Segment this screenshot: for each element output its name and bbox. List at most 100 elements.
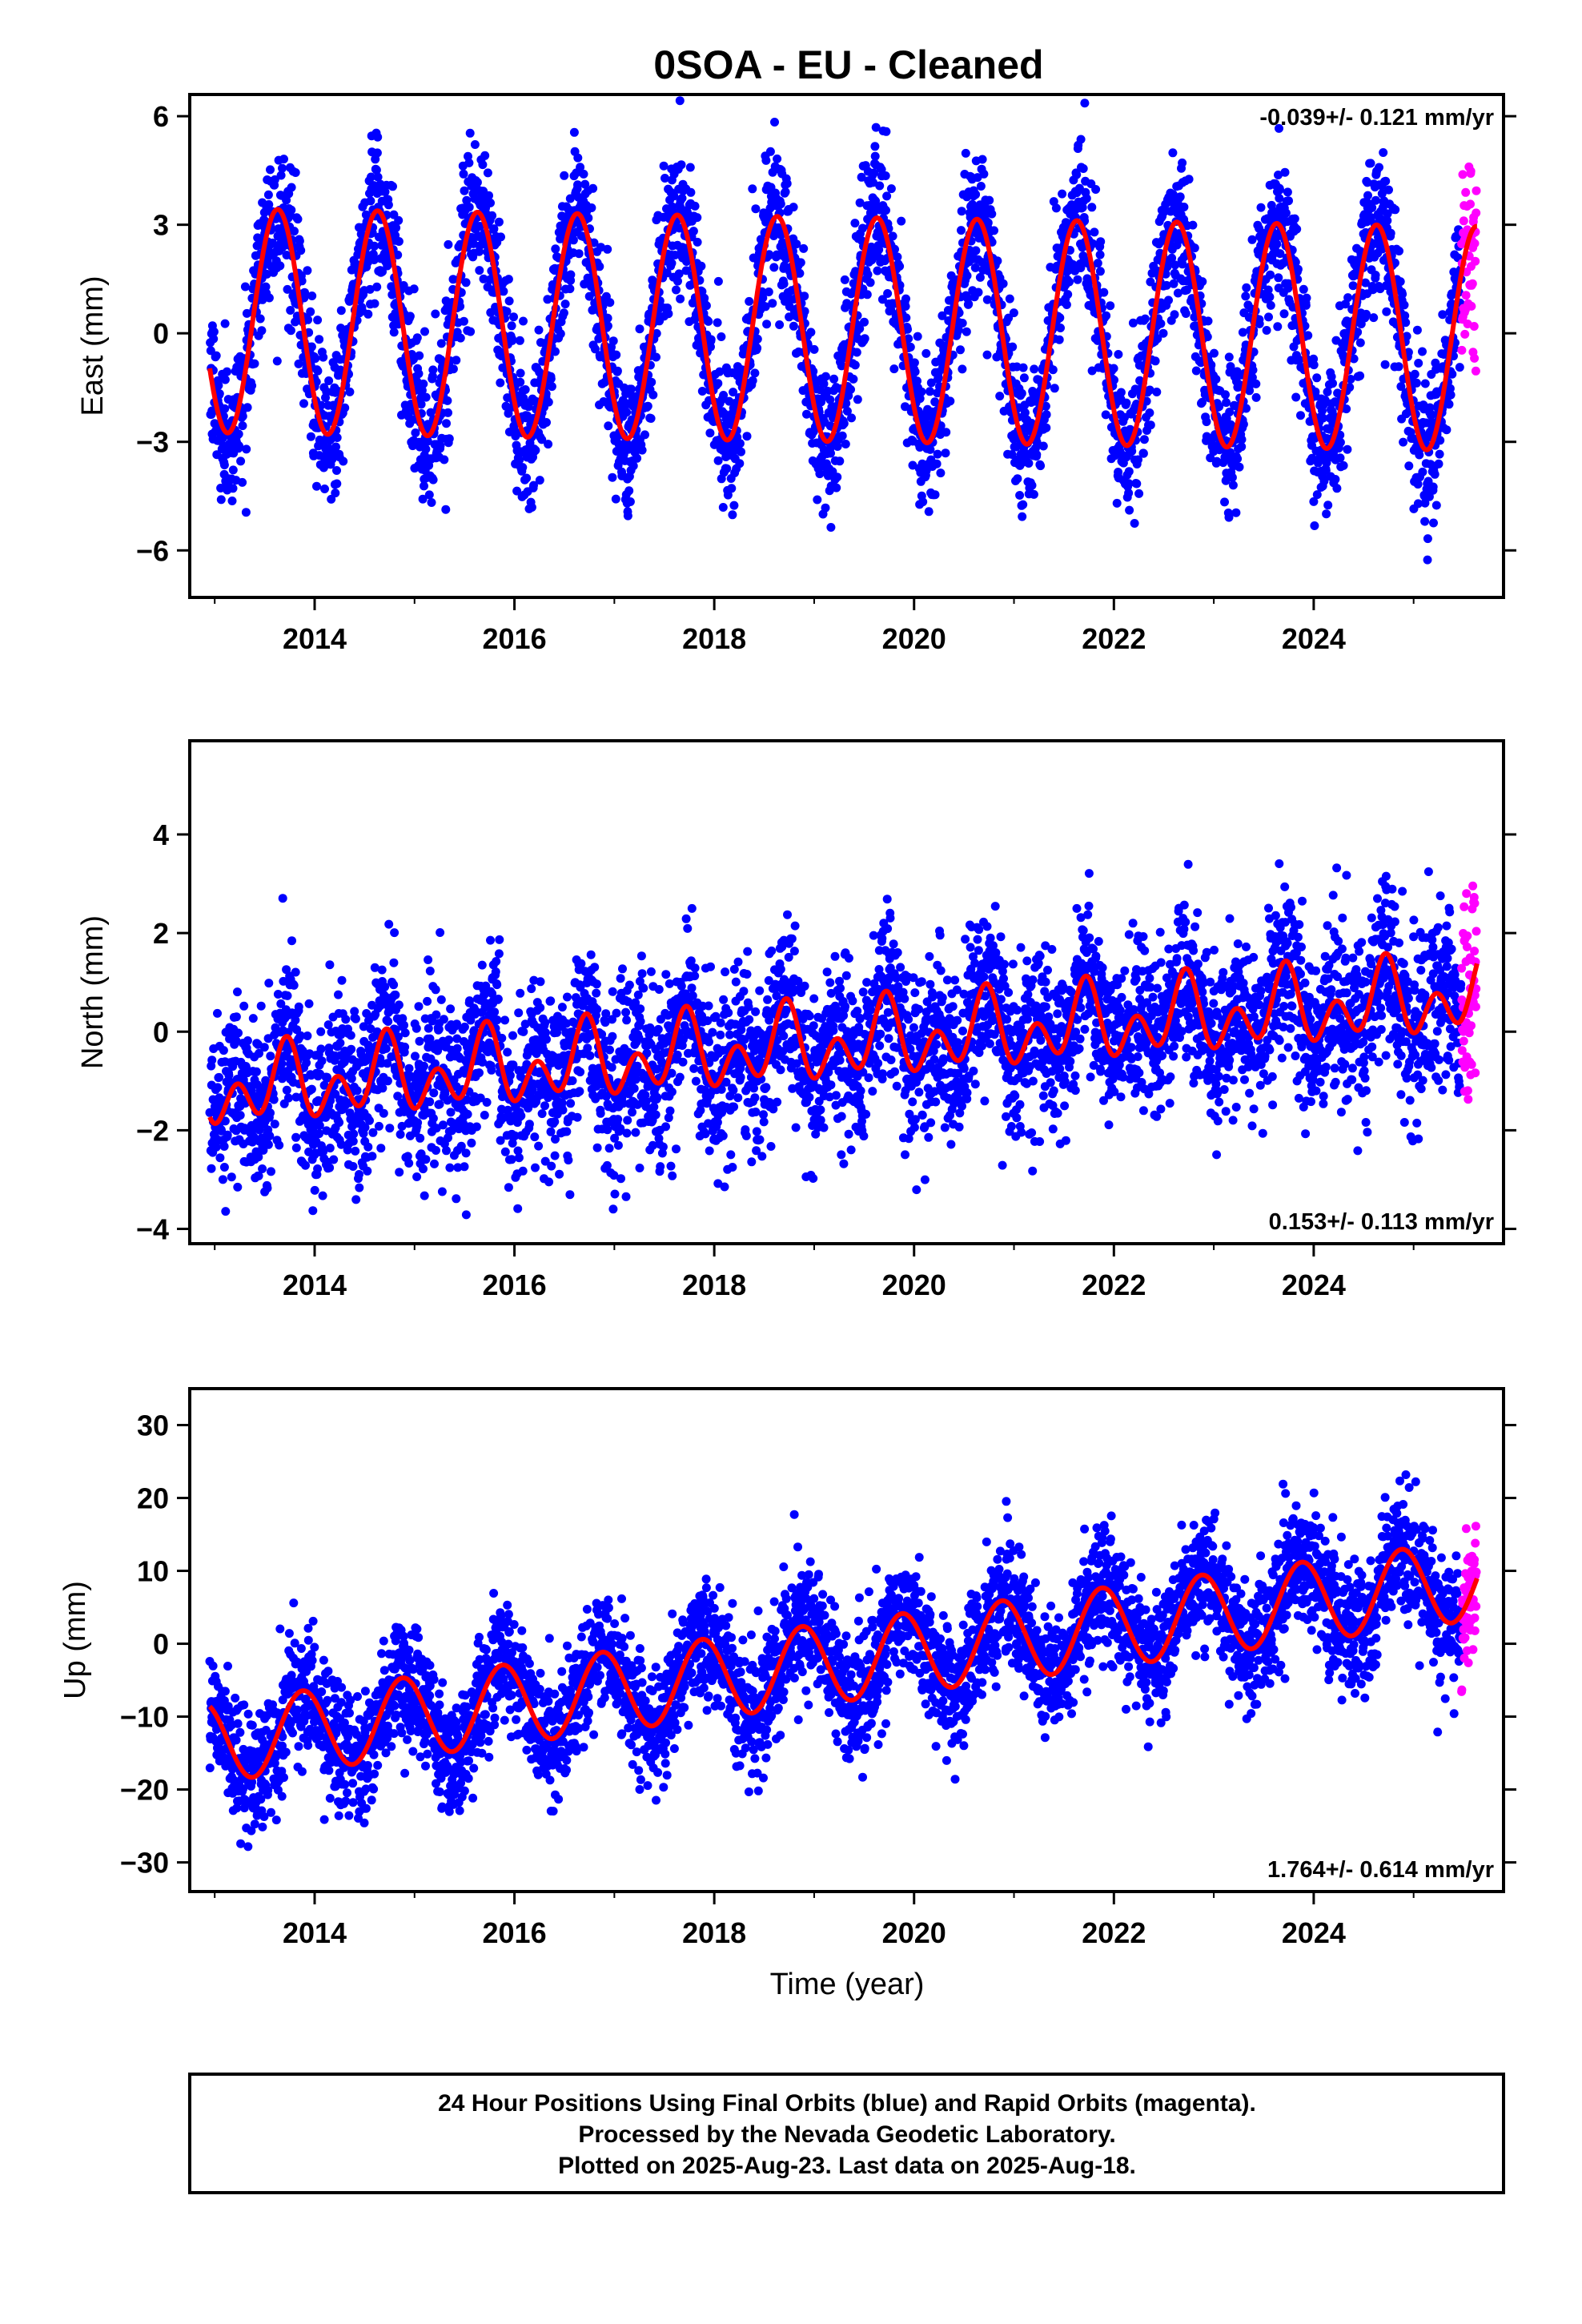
final-orbit-point: [875, 181, 885, 191]
final-orbit-point: [1401, 318, 1411, 328]
final-orbit-point: [1063, 290, 1073, 300]
final-orbit-point: [625, 497, 635, 506]
final-orbit-point: [1284, 196, 1293, 206]
final-orbit-point: [913, 376, 921, 386]
final-orbit-point: [974, 287, 983, 297]
final-orbit-point: [604, 421, 613, 431]
final-orbit-point: [624, 486, 634, 496]
final-orbit-point: [529, 480, 538, 490]
final-orbit-point: [701, 301, 711, 311]
final-orbit-point: [307, 292, 317, 300]
final-orbit-point: [779, 279, 789, 288]
final-orbit-point: [957, 226, 966, 235]
final-orbit-point: [300, 287, 309, 297]
final-orbit-point: [560, 300, 570, 309]
final-orbit-point: [833, 442, 842, 451]
final-orbit-point: [472, 178, 482, 187]
final-orbit-point: [335, 1038, 345, 1047]
final-orbit-point: [1251, 392, 1261, 402]
final-orbit-point: [1220, 497, 1229, 507]
final-orbit-point: [1381, 176, 1391, 186]
final-orbit-point: [677, 160, 686, 170]
rapid-orbit-point: [1470, 353, 1480, 363]
final-orbit-point: [424, 490, 434, 500]
final-orbit-point: [1191, 366, 1201, 376]
final-orbit-point: [291, 1132, 301, 1142]
final-orbit-point: [869, 178, 877, 187]
final-orbit-point: [782, 179, 792, 188]
final-orbit-point: [926, 444, 935, 454]
final-orbit-point: [775, 320, 785, 329]
final-orbit-point: [1293, 264, 1303, 274]
final-orbit-point: [1116, 388, 1126, 397]
final-orbit-point: [234, 429, 243, 439]
final-orbit-point: [748, 184, 757, 194]
final-orbit-point: [393, 250, 403, 259]
final-orbit-point: [219, 460, 229, 470]
final-orbit-point: [464, 151, 472, 161]
final-orbit-point: [1008, 342, 1018, 352]
final-orbit-point: [331, 489, 340, 498]
final-orbit-point: [946, 396, 955, 406]
final-orbit-point: [504, 296, 514, 306]
final-orbit-point: [1145, 408, 1154, 417]
final-orbit-point: [1237, 435, 1247, 444]
final-orbit-point: [1420, 517, 1430, 526]
final-orbit-point: [921, 348, 931, 358]
final-orbit-point: [325, 960, 335, 970]
final-orbit-point: [1127, 446, 1137, 456]
final-orbit-point: [412, 333, 422, 343]
final-orbit-point: [294, 359, 303, 368]
final-orbit-point: [303, 1031, 312, 1040]
final-orbit-point: [283, 1093, 293, 1103]
final-orbit-point: [768, 299, 777, 308]
final-orbit-point: [515, 336, 524, 345]
final-orbit-point: [460, 186, 469, 195]
final-orbit-point: [486, 198, 495, 207]
final-orbit-point: [1382, 307, 1391, 316]
final-orbit-point: [672, 285, 681, 295]
final-orbit-point: [769, 231, 778, 240]
final-orbit-point: [543, 295, 552, 304]
final-orbit-point: [860, 334, 869, 344]
final-orbit-point: [769, 263, 779, 272]
final-orbit-point: [1018, 363, 1028, 372]
final-orbit-point: [1399, 437, 1408, 447]
final-orbit-point: [276, 171, 286, 180]
final-orbit-point: [496, 378, 505, 388]
final-orbit-point: [291, 168, 300, 177]
final-orbit-point: [1272, 239, 1282, 249]
final-orbit-point: [1138, 448, 1148, 458]
final-orbit-point: [1018, 500, 1028, 509]
final-orbit-point: [1264, 312, 1273, 322]
final-orbit-point: [1265, 292, 1275, 302]
final-orbit-point: [837, 361, 846, 371]
final-orbit-point: [826, 523, 836, 532]
final-orbit-point: [220, 404, 230, 413]
final-orbit-point: [1331, 475, 1340, 484]
final-orbit-point: [267, 1167, 275, 1176]
final-orbit-point: [729, 501, 739, 510]
final-orbit-point: [325, 1144, 335, 1153]
final-orbit-point: [723, 490, 733, 500]
final-orbit-point: [982, 350, 992, 360]
rapid-orbit-point: [1461, 291, 1471, 300]
final-orbit-point: [522, 473, 532, 483]
final-orbit-point: [781, 187, 790, 197]
final-orbit-point: [1283, 187, 1292, 197]
final-orbit-point: [1339, 460, 1348, 470]
final-orbit-point: [742, 432, 752, 441]
final-orbit-point: [531, 445, 540, 455]
final-orbit-point: [1410, 369, 1419, 379]
final-orbit-point: [464, 158, 474, 167]
final-orbit-point: [369, 255, 379, 264]
final-orbit-point: [448, 364, 458, 374]
final-orbit-point: [1404, 461, 1414, 471]
rapid-orbit-point: [1472, 208, 1481, 218]
x-tick-label: 2022: [1082, 622, 1146, 655]
final-orbit-point: [1228, 480, 1238, 490]
final-orbit-point: [214, 380, 223, 390]
final-orbit-point: [290, 227, 299, 236]
final-orbit-point: [1335, 437, 1345, 447]
final-orbit-point: [865, 278, 875, 287]
